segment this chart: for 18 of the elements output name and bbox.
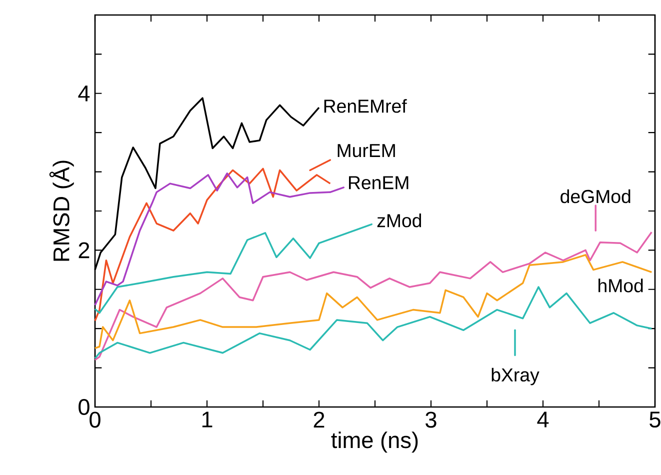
x-tick-label: 4 — [537, 412, 549, 428]
y-tick-label: 2 — [78, 242, 90, 258]
series-label: hMod — [598, 278, 643, 292]
legend-label: RenEM — [349, 176, 408, 190]
x-tick-label: 3 — [426, 412, 436, 428]
series-label: MurEM — [338, 144, 395, 158]
text: bXray — [492, 368, 540, 386]
series-label: RenEMref — [324, 99, 407, 113]
x-tick-label: 2 — [314, 412, 324, 428]
series-label: deGMod — [560, 189, 630, 204]
text: zMod — [377, 214, 422, 228]
x-tick-label: 0 — [90, 412, 100, 428]
y-tick-label: 0 — [78, 398, 90, 416]
y-tick-label: 4 — [78, 86, 90, 102]
x-tick-label: 1 — [202, 412, 212, 428]
x-axis-title: time (ns) — [331, 432, 418, 453]
y-axis-title: RMSD (Å) — [49, 160, 74, 261]
x-tick-label: 5 — [650, 412, 660, 428]
